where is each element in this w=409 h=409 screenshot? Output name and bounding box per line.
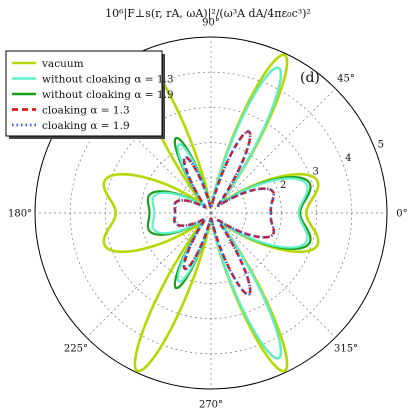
legend-label-2: without cloaking α = 1.9 [42, 89, 174, 101]
radial-tick-label: 5 [378, 140, 384, 151]
angle-tick-label: 270° [199, 399, 223, 409]
grid-spoke-225 [86, 212, 212, 338]
angle-tick-label: 180° [8, 209, 32, 220]
radial-tick-label: 2 [280, 180, 286, 191]
legend-label-0: vacuum [41, 58, 84, 70]
chart-title: 10⁶|F⊥s(r, rA, ωA)|²/(ω³A dA/4πε₀c³)² [105, 7, 311, 21]
series-line-0 [102, 53, 320, 373]
angle-tick-label: 90° [202, 18, 220, 29]
series-layer [102, 53, 320, 373]
radial-tick-label: 4 [345, 153, 351, 164]
series-line-4 [173, 130, 276, 296]
angle-tick-label: 45° [337, 73, 355, 84]
axis-labels: 0° 45° 90° 180° 225° 270° 315° 2 3 4 5 [8, 18, 408, 409]
legend: vacuum without cloaking α = 1.3 without cl… [5, 50, 174, 139]
legend-label-4: cloaking α = 1.9 [42, 120, 130, 132]
radial-tick-label: 3 [313, 167, 319, 178]
angle-tick-label: 315° [334, 344, 358, 355]
grid-spoke-45 [210, 88, 336, 214]
series-line-1 [151, 66, 309, 360]
legend-label-3: cloaking α = 1.3 [42, 105, 130, 117]
panel-label: (d) [300, 70, 320, 86]
angle-tick-label: 225° [64, 344, 88, 355]
grid-spoke-315 [210, 212, 336, 338]
legend-label-1: without cloaking α = 1.3 [42, 74, 174, 86]
angle-tick-label: 0° [396, 209, 407, 220]
